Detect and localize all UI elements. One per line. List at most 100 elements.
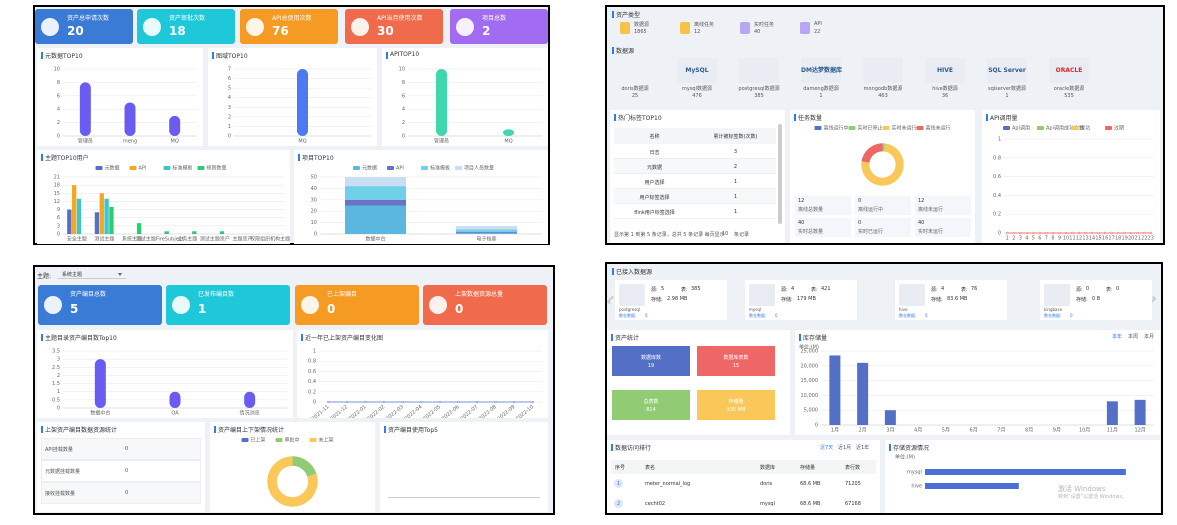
legend-swatch	[1003, 126, 1010, 130]
card	[297, 330, 548, 418]
title-bar	[214, 426, 216, 433]
y-tick-label: 0.6	[308, 369, 316, 375]
field-value: 0	[1086, 286, 1090, 292]
point	[1045, 231, 1048, 235]
field-label: 数仓数据:	[899, 313, 917, 318]
x-tick-label: MQ	[298, 139, 306, 145]
y-tick-label: 0	[228, 134, 231, 140]
bar-segment	[455, 229, 518, 232]
x-tick-label: 11月	[1107, 428, 1118, 434]
field-value: 76	[971, 286, 978, 292]
y-tick-label: 5	[228, 86, 231, 92]
y-tick-label: hive	[911, 484, 922, 490]
stat-icon	[143, 17, 161, 36]
stat-icon	[41, 17, 59, 36]
field-value: 0	[645, 313, 648, 318]
point	[1025, 231, 1028, 235]
title-bar	[611, 444, 613, 451]
table-cell: 2	[617, 501, 621, 507]
x-tick-label: 2022-07	[459, 404, 479, 418]
y-tick-label: 0	[313, 400, 316, 406]
source-label: mongodb数据源	[863, 86, 903, 92]
legend-label: 实时已停止	[858, 125, 883, 132]
legend-swatch	[1105, 126, 1112, 130]
source-value: 463	[878, 93, 888, 99]
card	[795, 330, 1160, 435]
x-tick-label: 9	[1058, 236, 1061, 242]
y-tick-label: 10,000	[801, 393, 819, 399]
y-tick-label: 30	[311, 197, 317, 203]
asset-label: 离线任务	[694, 22, 715, 28]
point	[1090, 231, 1094, 235]
task-stat	[915, 218, 971, 237]
x-tick-label: 2022-01	[348, 404, 368, 418]
y-tick-label: 1	[313, 349, 316, 355]
point	[1064, 231, 1068, 235]
x-tick-label: 18	[1115, 236, 1121, 242]
field-value: 83.6 MB	[947, 296, 968, 302]
tab[interactable]: 本周	[1128, 334, 1139, 340]
tab[interactable]: 近1年	[856, 445, 870, 451]
title-bar	[298, 154, 300, 161]
table-cell: cecht02	[645, 501, 666, 507]
x-tick-label: 情况浏览	[240, 410, 260, 417]
stat-value: 1	[198, 302, 207, 316]
bar	[1106, 401, 1118, 425]
bar	[94, 212, 100, 234]
bar	[436, 69, 447, 136]
source-label: sqlserver数据源	[988, 86, 1026, 92]
page-size: 10	[722, 231, 729, 237]
table-row	[614, 144, 776, 159]
legend-swatch	[95, 166, 103, 170]
table-cell: 用户标签选择	[639, 195, 670, 201]
tab[interactable]: 近7天	[820, 445, 834, 451]
x-tick-label: 2022-09	[497, 404, 517, 418]
bar	[109, 206, 114, 234]
point	[1084, 231, 1087, 235]
stat-value: 19	[647, 363, 655, 369]
tab[interactable]: 本月	[1144, 334, 1155, 340]
table-header-cell: 累计被标签数(次数)	[713, 134, 758, 140]
field-label: 存储:	[931, 297, 943, 303]
field-label: 存储:	[1076, 297, 1088, 303]
section-title: 图域TOP10	[216, 53, 248, 60]
y-tick-label: 0.8	[308, 359, 316, 365]
table-cell: 0	[125, 490, 129, 496]
point	[457, 400, 460, 404]
table-header-cell: 序号	[615, 465, 626, 471]
chart: 0 10 20 30 40 50 数据中台 电子档案 元数据 API 标准模板 项目人员数量	[311, 165, 542, 243]
stat-value: 0	[327, 302, 336, 316]
x-tick-label: 14	[1089, 236, 1095, 242]
title-bar	[212, 52, 214, 59]
title-bar	[799, 334, 801, 341]
x-tick-label: MQ	[504, 139, 512, 145]
bar	[925, 469, 1126, 475]
x-tick-label: 7	[1045, 236, 1048, 242]
y-tick-label: 4	[57, 107, 60, 113]
title-bar	[301, 334, 303, 341]
field-label: 数仓数据:	[619, 313, 637, 318]
section-title: 数据访问排行	[615, 445, 652, 452]
chart: 单位:(M) mysql hive	[895, 454, 1126, 490]
table-header-cell: 表行数	[845, 465, 861, 471]
stat-label: 资产总申请次数	[67, 15, 110, 22]
source-label: postgresql数据源	[738, 86, 780, 92]
table-cell: 1	[733, 179, 738, 185]
legend-label: Api调用	[1012, 125, 1030, 132]
tab[interactable]: 近1月	[838, 445, 852, 451]
field-label: 源:	[931, 287, 938, 293]
point	[1019, 231, 1022, 235]
tab[interactable]: 本年	[1112, 334, 1123, 340]
legend-label: 标准模板	[173, 165, 193, 172]
x-tick-label: 2月	[859, 428, 867, 434]
x-tick-label: 数据中台	[90, 410, 110, 417]
y-tick-label: 6	[57, 93, 60, 99]
title-bar	[41, 154, 43, 161]
y-tick-label: 12	[54, 199, 60, 205]
section-title: 资产编目上下架情况统计	[218, 427, 285, 434]
table-row	[41, 460, 201, 482]
x-tick-label: 5	[1032, 236, 1035, 242]
title-bar	[41, 426, 43, 433]
x-tick-label: 测试主题	[94, 236, 114, 243]
section-title: 任务数量	[798, 115, 823, 122]
